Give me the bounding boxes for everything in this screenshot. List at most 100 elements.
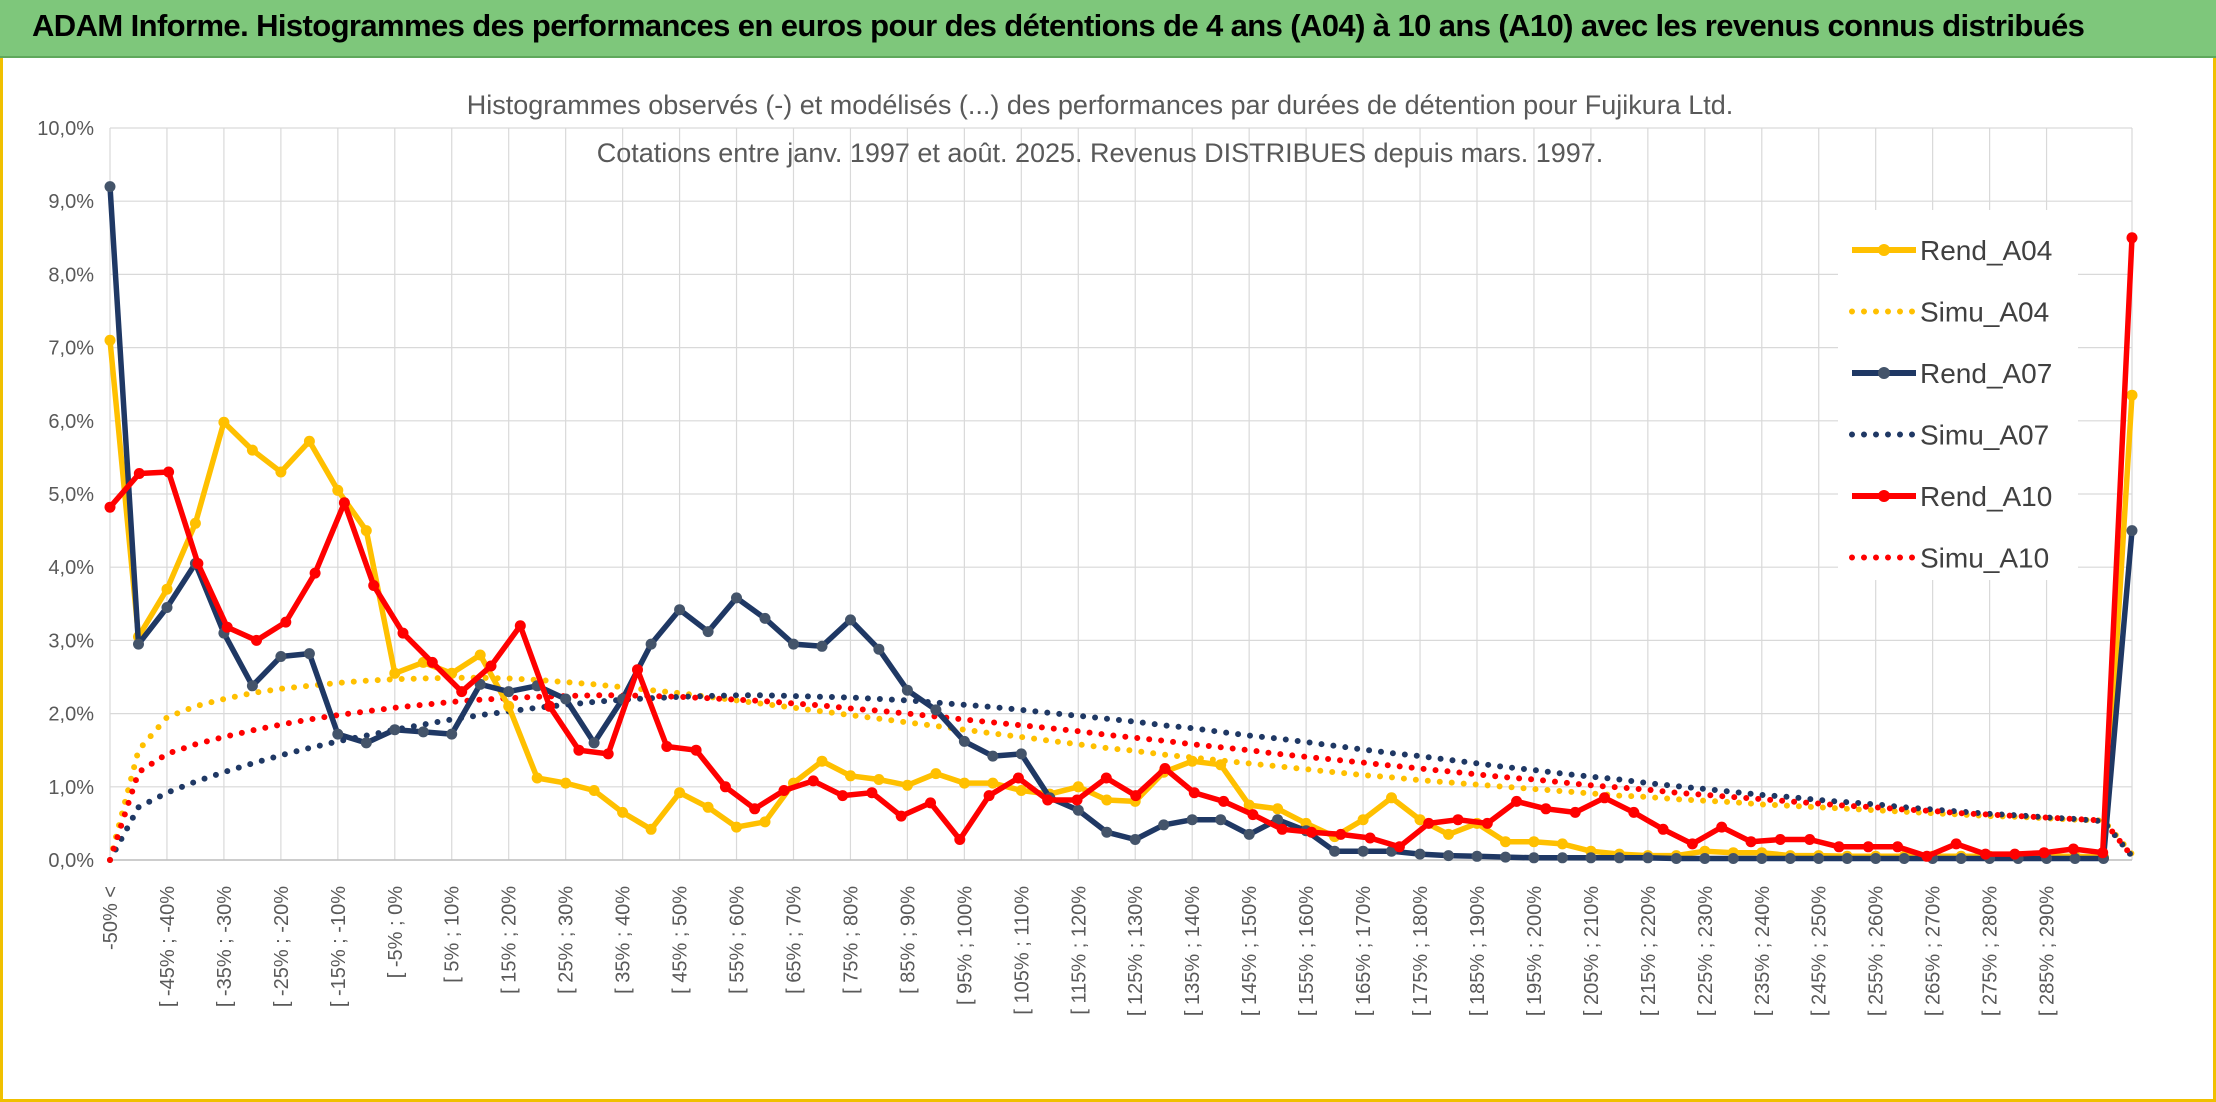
report-banner: ADAM Informe. Histogrammes des performan…: [0, 0, 2216, 58]
data-point: [778, 785, 790, 796]
data-point: [192, 558, 204, 569]
legend-item-simu-a10[interactable]: Simu_A10: [1849, 543, 2049, 574]
x-tick-label: [ 155% ; 160%: [1296, 886, 1318, 1016]
data-point: [807, 775, 819, 787]
data-point: [958, 735, 970, 747]
x-tick-label: [ 145% ; 150%: [1239, 886, 1261, 1016]
data-point: [161, 583, 173, 595]
data-point: [1699, 853, 1711, 864]
data-point: [837, 790, 849, 802]
data-point: [987, 750, 999, 762]
legend-label: Simu_A04: [1920, 297, 2049, 328]
legend-label: Simu_A07: [1920, 420, 2049, 451]
data-point: [1357, 845, 1369, 857]
data-point: [104, 181, 116, 193]
x-tick-label: [ 225% ; 230%: [1695, 886, 1717, 1016]
data-point: [368, 580, 380, 591]
data-point: [1569, 806, 1581, 818]
series-rend-a04: [104, 334, 2138, 863]
x-tick-label: [ 265% ; 270%: [1923, 886, 1945, 1016]
data-point: [1158, 819, 1170, 831]
series-rend-a10: [104, 232, 2138, 862]
data-point: [1511, 795, 1523, 807]
x-tick-label: [ 215% ; 220%: [1638, 886, 1660, 1016]
data-point: [560, 693, 572, 705]
data-point: [1756, 853, 1768, 864]
y-axis-ticks: 0,0% 1,0% 2,0% 3,0% 4,0% 5,0% 6,0% 7,0% 8,0% 9,0%…: [37, 118, 94, 872]
data-point: [485, 660, 497, 672]
y-tick-label: 6,0%: [48, 411, 94, 433]
data-point: [104, 334, 116, 346]
data-point: [1950, 838, 1962, 850]
x-tick-label: [ 205% ; 210%: [1581, 886, 1603, 1016]
data-point: [1101, 826, 1113, 838]
data-point: [1357, 814, 1369, 826]
x-tick-label: [ 125% ; 130%: [1125, 886, 1147, 1016]
data-point: [417, 726, 429, 738]
legend-item-rend-a10[interactable]: Rend_A10: [1852, 481, 2052, 512]
legend-item-simu-a04[interactable]: Simu_A04: [1849, 297, 2049, 328]
data-point: [1556, 852, 1568, 864]
y-tick-label: 5,0%: [48, 484, 94, 506]
data-point: [1159, 763, 1171, 774]
data-point: [1500, 851, 1511, 863]
data-point: [1528, 852, 1540, 864]
data-point: [338, 497, 350, 509]
data-point: [1272, 803, 1284, 815]
x-tick-label: [ 25% ; 30%: [556, 886, 578, 994]
chart-title: Histogrammes observés (-) et modélisés (…: [467, 90, 1734, 120]
data-point: [873, 774, 885, 785]
data-point: [1716, 821, 1728, 833]
data-point: [1862, 841, 1874, 853]
data-point: [2038, 847, 2050, 859]
data-point: [133, 638, 144, 650]
chart-legend[interactable]: Rend_A04 Simu_A04 Rend_A07 Simu_A07 Rend_A10…: [1838, 210, 2078, 580]
data-point: [544, 700, 556, 712]
data-point: [246, 444, 258, 456]
x-tick-label: [ 85% ; 90%: [897, 886, 919, 994]
data-point: [397, 627, 409, 639]
data-point: [930, 704, 942, 716]
data-point: [218, 416, 230, 428]
data-point: [332, 728, 344, 740]
legend-box: [1838, 210, 2078, 580]
y-tick-label: 4,0%: [48, 557, 94, 579]
data-point: [1364, 832, 1376, 844]
x-tick-label: [ 185% ; 190%: [1467, 886, 1489, 1016]
data-point: [360, 525, 372, 537]
y-tick-label: 3,0%: [48, 630, 94, 652]
data-point: [1833, 841, 1845, 853]
data-point: [360, 737, 372, 749]
data-point: [189, 517, 201, 529]
data-point: [1335, 828, 1347, 840]
data-point: [1306, 826, 1317, 838]
series-line: [107, 186, 2135, 862]
data-point: [866, 787, 878, 799]
legend-item-rend-a04[interactable]: Rend_A04: [1852, 235, 2052, 266]
x-tick-label: [ -15% ; -10%: [328, 886, 350, 1007]
data-point: [426, 656, 438, 668]
data-point: [246, 680, 258, 692]
series-line-dotted: [107, 674, 2135, 863]
x-tick-label: [ 65% ; 70%: [783, 886, 805, 994]
data-point: [531, 772, 543, 784]
data-point: [2126, 389, 2138, 401]
legend-item-rend-a07[interactable]: Rend_A07: [1852, 358, 2052, 389]
data-point: [2009, 848, 2021, 860]
data-point: [901, 684, 913, 696]
data-point: [1452, 814, 1464, 826]
data-point: [446, 728, 458, 740]
data-point: [1243, 828, 1255, 840]
x-tick-label: [ 105% ; 110%: [1011, 886, 1033, 1015]
data-point: [1613, 852, 1625, 864]
x-tick-label: [ 75% ; 80%: [840, 886, 862, 994]
x-tick-label: [ 275% ; 280%: [1980, 886, 2002, 1016]
data-point: [104, 501, 116, 513]
data-point: [702, 626, 714, 638]
y-tick-label: 10,0%: [37, 118, 94, 140]
legend-item-simu-a07[interactable]: Simu_A07: [1849, 420, 2049, 451]
data-point: [1443, 850, 1454, 862]
data-point: [1727, 853, 1739, 864]
data-point: [1670, 853, 1682, 864]
